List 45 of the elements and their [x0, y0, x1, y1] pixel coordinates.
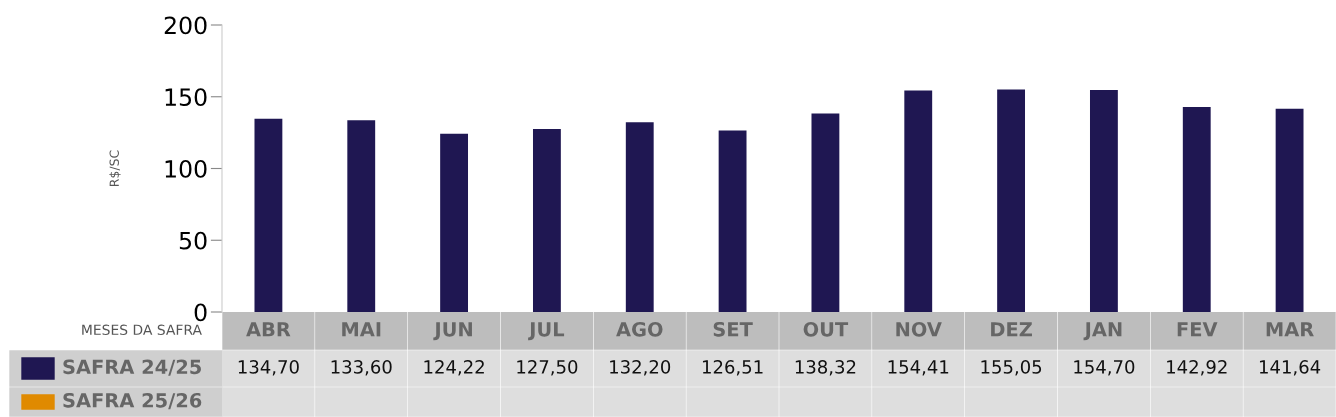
bar: [1182, 106, 1211, 312]
data-label: 142,92: [1167, 360, 1227, 376]
bar: [532, 129, 561, 312]
y-tick-label: 50: [179, 231, 207, 250]
data-label: 133,60: [331, 360, 392, 376]
data-label: 154,70: [1074, 360, 1135, 376]
x-tick-label: JUL: [528, 322, 565, 341]
data-label: 132,20: [610, 360, 671, 376]
bar: [625, 122, 654, 312]
x-tick-label: SET: [713, 321, 753, 337]
bar: [254, 118, 283, 312]
data-label: 126,51: [702, 360, 763, 376]
bar: [997, 89, 1026, 312]
y-tick-label: 200: [164, 16, 207, 35]
x-tick-label: ABR: [246, 322, 291, 337]
bar: [347, 120, 376, 312]
y-axis-title: R$/SC: [109, 150, 121, 187]
bar: [811, 113, 840, 312]
x-tick-label: JUN: [433, 322, 472, 341]
data-label: 134,70: [238, 360, 299, 376]
x-tick-label: DEZ: [991, 322, 1032, 337]
bar: [440, 133, 469, 312]
legend-label: SAFRA 25/26: [63, 392, 202, 410]
y-tick-label: 0: [194, 303, 207, 322]
x-tick-label: MAR: [1266, 322, 1314, 337]
data-label: 141,64: [1259, 360, 1321, 376]
x-tick-label: JAN: [1083, 322, 1122, 341]
y-tick-label: 100: [165, 159, 207, 178]
x-tick-label: AGO: [616, 321, 663, 337]
bar: [1089, 90, 1118, 312]
x-axis-title: MESES DA SAFRA: [82, 324, 202, 336]
bar: [1275, 108, 1304, 312]
data-label: 155,05: [981, 360, 1042, 376]
y-tick-label: 150: [165, 88, 207, 107]
data-label: 154,41: [888, 360, 949, 376]
data-label: 138,32: [795, 360, 856, 376]
x-tick-label: OUT: [803, 321, 849, 337]
data-label: 127,50: [517, 360, 578, 376]
data-label: 124,22: [424, 360, 484, 376]
x-tick-label: FEV: [1177, 322, 1218, 337]
x-tick-label: NOV: [896, 321, 942, 337]
legend-label: SAFRA 24/25: [63, 359, 201, 376]
bar: [904, 90, 933, 312]
x-tick-label: MAI: [342, 322, 381, 337]
bar: [718, 130, 747, 312]
